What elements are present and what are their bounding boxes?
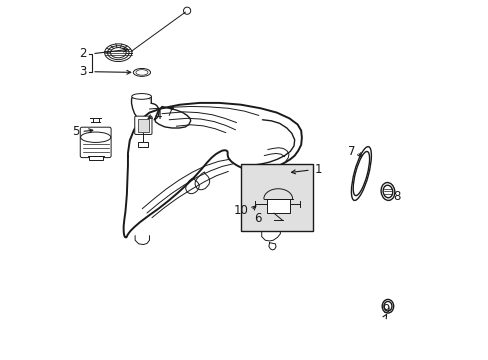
Ellipse shape xyxy=(104,44,132,62)
Ellipse shape xyxy=(133,68,150,76)
Text: 10: 10 xyxy=(233,204,247,217)
FancyBboxPatch shape xyxy=(135,116,152,134)
Text: 4: 4 xyxy=(155,109,162,122)
Ellipse shape xyxy=(351,147,370,201)
Text: 3: 3 xyxy=(79,65,86,78)
Bar xyxy=(138,142,148,147)
Bar xyxy=(137,118,149,132)
Text: 6: 6 xyxy=(253,212,261,225)
Circle shape xyxy=(170,107,173,110)
Ellipse shape xyxy=(382,300,393,313)
Ellipse shape xyxy=(131,94,151,99)
Bar xyxy=(266,199,289,213)
Bar xyxy=(241,163,312,231)
Text: 1: 1 xyxy=(314,163,321,176)
Ellipse shape xyxy=(380,183,394,201)
FancyBboxPatch shape xyxy=(80,127,111,158)
Bar xyxy=(88,156,102,160)
Text: 7: 7 xyxy=(347,145,355,158)
Ellipse shape xyxy=(107,46,129,60)
Ellipse shape xyxy=(383,185,392,198)
Text: 2: 2 xyxy=(79,47,86,60)
Ellipse shape xyxy=(383,301,391,311)
Ellipse shape xyxy=(110,48,126,58)
Text: 9: 9 xyxy=(382,303,389,316)
Ellipse shape xyxy=(352,152,369,195)
Text: 5: 5 xyxy=(72,125,80,138)
Text: 8: 8 xyxy=(392,190,400,203)
